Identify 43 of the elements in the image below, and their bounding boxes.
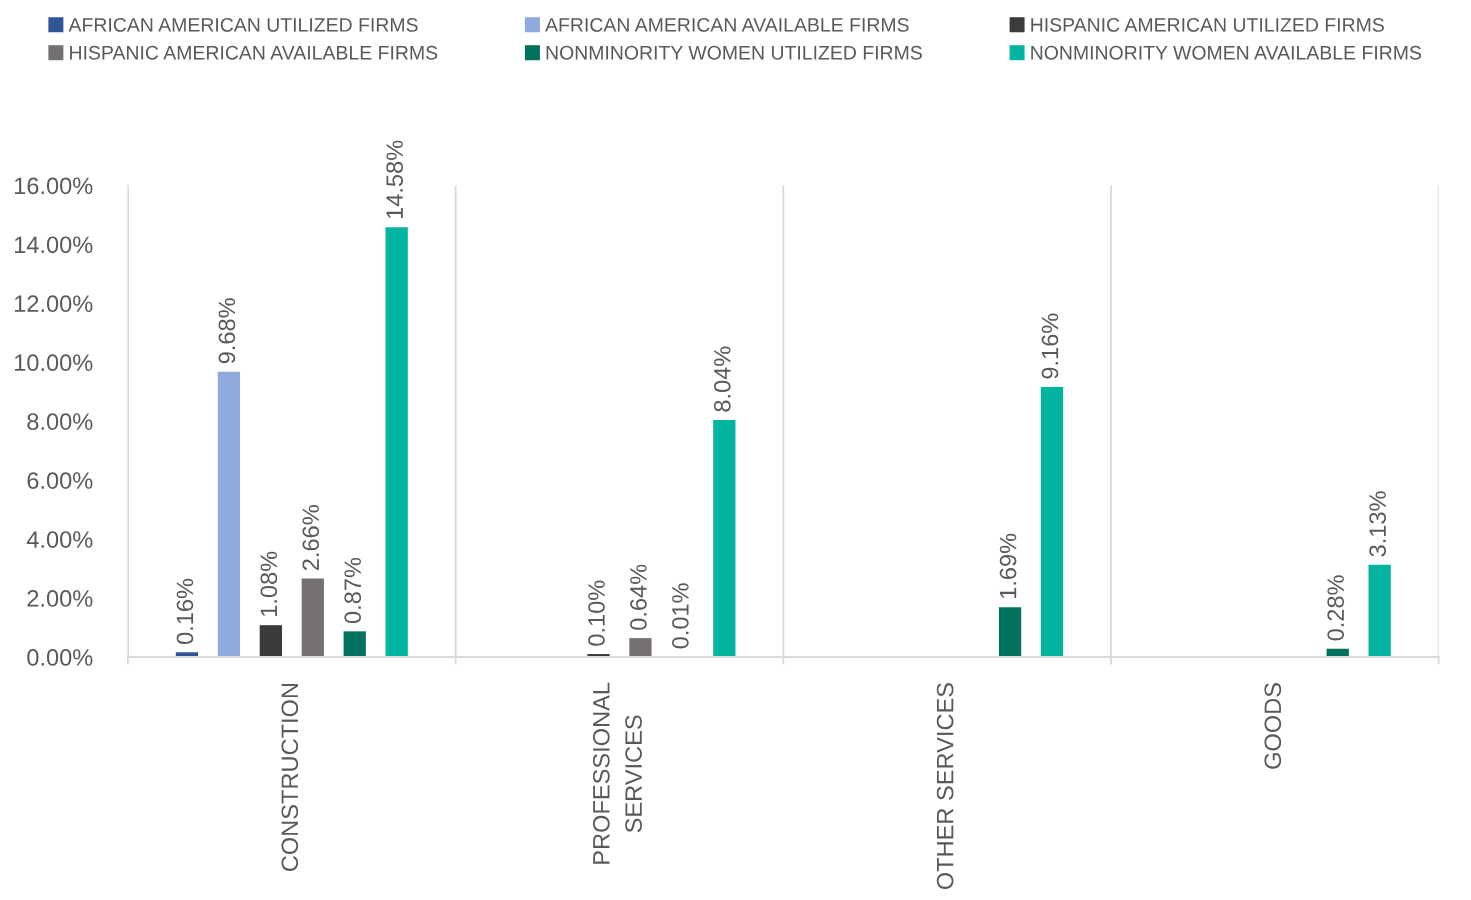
y-tick-label: 2.00% bbox=[27, 590, 93, 607]
data-label: 0.10% bbox=[588, 580, 605, 646]
y-tick-label: 14.00% bbox=[14, 236, 93, 254]
bar bbox=[259, 625, 282, 657]
bar bbox=[385, 227, 408, 657]
data-label: 0.87% bbox=[344, 557, 362, 624]
bar bbox=[343, 631, 366, 657]
data-label: 0.28% bbox=[1327, 575, 1345, 641]
bar bbox=[998, 607, 1022, 657]
data-label: 1.69% bbox=[999, 533, 1017, 599]
data-label: 2.66% bbox=[302, 505, 320, 571]
bar bbox=[629, 638, 652, 657]
y-tick-label: 10.00% bbox=[14, 354, 93, 372]
y-tick-label: 8.00% bbox=[27, 413, 93, 430]
x-tick-label: CONSTRUCTION bbox=[281, 683, 299, 871]
data-label: 8.04% bbox=[713, 346, 731, 412]
bar bbox=[301, 578, 324, 657]
data-label: 0.01% bbox=[672, 583, 689, 649]
legend-label: HISPANIC AMERICAN AVAILABLE FIRMS bbox=[70, 45, 438, 60]
data-label: 14.58% bbox=[386, 140, 403, 219]
y-tick-label: 4.00% bbox=[26, 531, 93, 548]
bar bbox=[1040, 387, 1064, 657]
legend-label: NONMINORITY WOMEN AVAILABLE FIRMS bbox=[1031, 45, 1422, 60]
x-tick-label: GOODS bbox=[1264, 683, 1282, 769]
y-tick-label: 0.00% bbox=[27, 649, 93, 666]
x-tick-label: PROFESSIONAL SERVICES bbox=[592, 682, 642, 864]
data-label: 9.16% bbox=[1041, 313, 1059, 379]
y-tick-label: 12.00% bbox=[14, 295, 93, 313]
legend-label: AFRICAN AMERICAN UTILIZED FIRMS bbox=[68, 18, 418, 32]
legend-label: AFRICAN AMERICAN AVAILABLE FIRMS bbox=[545, 18, 909, 32]
x-tick-label: OTHER SERVICES bbox=[936, 683, 954, 890]
data-label: 1.08% bbox=[260, 551, 278, 616]
bar bbox=[713, 420, 736, 657]
y-tick-label: 16.00% bbox=[14, 177, 93, 195]
data-label: 0.16% bbox=[176, 578, 194, 644]
y-tick-label: 6.00% bbox=[27, 472, 93, 489]
data-label: 3.13% bbox=[1369, 491, 1386, 557]
data-label: 0.64% bbox=[630, 564, 647, 630]
legend-label: NONMINORITY WOMEN UTILIZED FIRMS bbox=[546, 45, 922, 60]
bar bbox=[1368, 564, 1391, 657]
data-label: 9.68% bbox=[218, 298, 236, 364]
legend-label: HISPANIC AMERICAN UTILIZED FIRMS bbox=[1031, 18, 1384, 32]
bar bbox=[217, 371, 241, 657]
